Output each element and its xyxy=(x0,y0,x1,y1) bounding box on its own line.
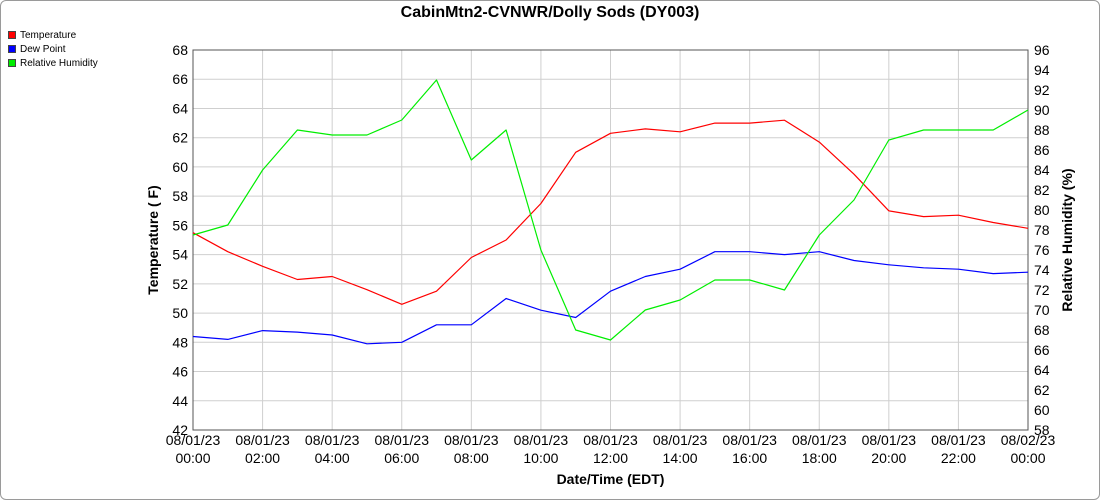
y2-tick-label: 78 xyxy=(1034,222,1050,238)
temperature-swatch xyxy=(8,31,16,39)
y2-tick-label: 80 xyxy=(1034,202,1050,218)
legend-label-temperature: Temperature xyxy=(20,29,77,41)
y2-tick-label: 68 xyxy=(1034,322,1050,338)
x-tick-date: 08/01/23 xyxy=(653,432,708,448)
x-tick-date: 08/01/23 xyxy=(305,432,360,448)
x-tick-date: 08/01/23 xyxy=(583,432,638,448)
y-tick-label: 58 xyxy=(172,188,188,204)
legend: Temperature Dew Point Relative Humidity xyxy=(8,28,98,70)
y-tick-label: 56 xyxy=(172,217,188,233)
x-tick-time: 06:00 xyxy=(384,450,419,466)
y-tick-label: 68 xyxy=(172,42,188,58)
y2-tick-label: 86 xyxy=(1034,142,1050,158)
legend-label-dew-point: Dew Point xyxy=(20,43,66,55)
x-tick-date: 08/01/23 xyxy=(375,432,430,448)
x-tick-time: 04:00 xyxy=(315,450,350,466)
x-tick-date: 08/01/23 xyxy=(166,432,221,448)
x-tick-date: 08/02/23 xyxy=(1001,432,1056,448)
x-tick-time: 12:00 xyxy=(593,450,628,466)
x-tick-time: 00:00 xyxy=(1010,450,1045,466)
y2-tick-label: 88 xyxy=(1034,122,1050,138)
legend-item-temperature: Temperature xyxy=(8,28,98,42)
x-tick-time: 20:00 xyxy=(871,450,906,466)
relative-humidity-swatch xyxy=(8,59,16,67)
y-tick-label: 54 xyxy=(172,247,188,263)
x-tick-date: 08/01/23 xyxy=(931,432,986,448)
legend-item-relative-humidity: Relative Humidity xyxy=(8,56,98,70)
dew-point-swatch xyxy=(8,45,16,53)
relative-humidity-line xyxy=(192,79,1029,341)
y2-axis-title: Relative Humidity (%) xyxy=(1059,168,1075,311)
y-axis-title: Temperature ( F) xyxy=(145,185,161,294)
temperature-line xyxy=(192,119,1029,305)
x-tick-time: 08:00 xyxy=(454,450,489,466)
y-tick-label: 64 xyxy=(172,100,188,116)
y2-tick-label: 76 xyxy=(1034,242,1050,258)
y-tick-label: 60 xyxy=(172,159,188,175)
legend-item-dew-point: Dew Point xyxy=(8,42,98,56)
y2-tick-label: 96 xyxy=(1034,42,1050,58)
x-tick-time: 10:00 xyxy=(523,450,558,466)
dew-point-line xyxy=(192,251,1029,345)
x-tick-date: 08/01/23 xyxy=(792,432,847,448)
x-tick-time: 16:00 xyxy=(732,450,767,466)
y-tick-label: 44 xyxy=(172,393,188,409)
y2-tick-label: 92 xyxy=(1034,82,1050,98)
x-tick-date: 08/01/23 xyxy=(722,432,777,448)
x-tick-date: 08/01/23 xyxy=(235,432,290,448)
x-tick-time: 18:00 xyxy=(802,450,837,466)
y2-tick-label: 70 xyxy=(1034,302,1050,318)
y2-tick-label: 66 xyxy=(1034,342,1050,358)
y-tick-label: 42 xyxy=(172,422,188,438)
y2-tick-label: 62 xyxy=(1034,382,1050,398)
y-tick-label: 62 xyxy=(172,130,188,146)
x-tick-date: 08/01/23 xyxy=(514,432,569,448)
y-tick-label: 46 xyxy=(172,364,188,380)
x-axis-title: Date/Time (EDT) xyxy=(557,471,665,487)
x-tick-date: 08/01/23 xyxy=(444,432,499,448)
y2-tick-label: 58 xyxy=(1034,422,1050,438)
chart-title: CabinMtn2-CVNWR/Dolly Sods (DY003) xyxy=(400,4,700,21)
y2-tick-label: 72 xyxy=(1034,282,1050,298)
x-tick-time: 22:00 xyxy=(941,450,976,466)
y-tick-label: 48 xyxy=(172,334,188,350)
y-tick-label: 66 xyxy=(172,71,188,87)
y2-tick-label: 74 xyxy=(1034,262,1050,278)
x-tick-time: 02:00 xyxy=(245,450,280,466)
x-tick-date: 08/01/23 xyxy=(862,432,917,448)
y2-tick-label: 82 xyxy=(1034,182,1050,198)
legend-label-relative-humidity: Relative Humidity xyxy=(20,57,98,69)
plot-border xyxy=(192,49,1029,431)
y2-tick-label: 84 xyxy=(1034,162,1050,178)
y2-tick-label: 94 xyxy=(1034,62,1050,78)
y-tick-label: 52 xyxy=(172,276,188,292)
x-tick-time: 00:00 xyxy=(175,450,210,466)
y2-tick-label: 90 xyxy=(1034,102,1050,118)
y2-tick-label: 60 xyxy=(1034,402,1050,418)
x-tick-time: 14:00 xyxy=(663,450,698,466)
y-tick-label: 50 xyxy=(172,305,188,321)
y2-tick-label: 64 xyxy=(1034,362,1050,378)
